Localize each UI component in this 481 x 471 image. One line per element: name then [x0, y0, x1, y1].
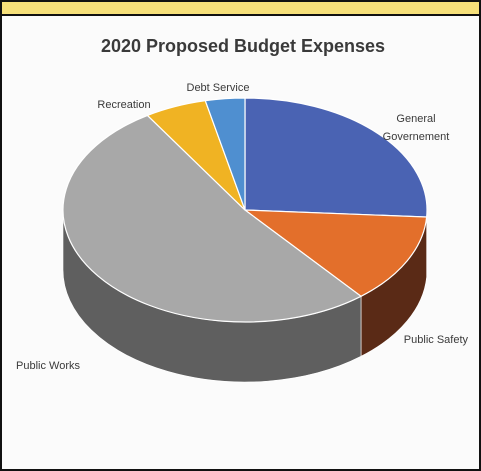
slice-label-debt-service: Debt Service	[187, 82, 250, 94]
pie-slice-public-works	[62, 114, 363, 323]
slice-label-line: Governement	[383, 131, 450, 143]
slice-label-recreation: Recreation	[97, 99, 150, 111]
slice-label-public-safety: Public Safety	[404, 334, 469, 346]
pie-slice-public-safety	[243, 209, 428, 298]
chart-title: 2020 Proposed Budget Expenses	[101, 36, 385, 56]
slice-label-line: Public Works	[16, 360, 80, 372]
pie-top-layer	[62, 97, 428, 323]
slice-label-line: Debt Service	[187, 82, 250, 94]
top-band	[2, 2, 479, 16]
slice-label-line: General	[396, 113, 435, 125]
slice-label-line: Public Safety	[404, 334, 469, 346]
pie-slice-debt-service	[204, 97, 246, 211]
slice-label-public-works: Public Works	[16, 360, 80, 372]
slice-label-line: Recreation	[97, 99, 150, 111]
slice-label-general-governement: General Governement	[383, 113, 450, 143]
pie-slice-general-governement	[244, 97, 428, 218]
pie-label-layer: General Governement Public Safety Public Wo…	[16, 82, 468, 372]
